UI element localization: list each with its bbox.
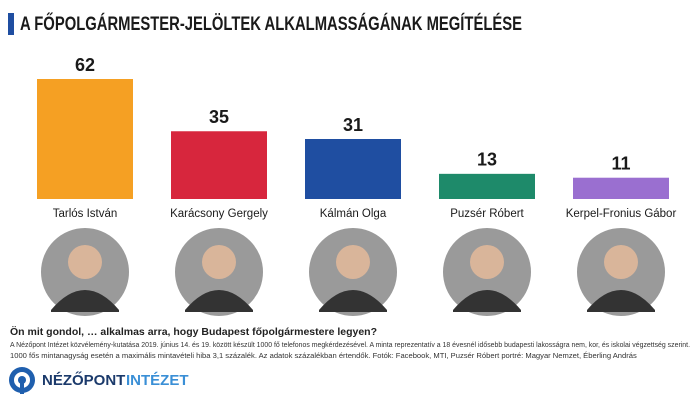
category-label: Kerpel-Fronius Gábor	[566, 208, 677, 220]
category-label: Tarlós István	[53, 208, 118, 220]
category-label: Kálmán Olga	[320, 208, 387, 220]
portrait-head	[68, 245, 102, 279]
bar	[37, 79, 133, 199]
value-label: 11	[611, 153, 630, 173]
value-label: 31	[343, 115, 363, 135]
title-accent	[8, 13, 14, 35]
value-label: 62	[75, 55, 95, 75]
bar	[305, 139, 401, 199]
question: Ön mit gondol, … alkalmas arra, hogy Bud…	[10, 325, 377, 338]
note: 1000 fős mintanagyság esetén a maximális…	[10, 351, 637, 360]
value-label: 35	[209, 107, 229, 127]
portrait-body	[453, 290, 521, 312]
logo-text: NÉZŐPONT	[42, 371, 125, 389]
chart-title: A FŐPOLGÁRMESTER-JELÖLTEK ALKALMASSÁGÁNA…	[20, 13, 522, 35]
bar	[439, 173, 535, 199]
category-label: Puzsér Róbert	[450, 208, 524, 220]
portrait-body	[319, 290, 387, 312]
logo-text: INTÉZET	[126, 372, 189, 389]
bar	[573, 177, 669, 199]
category-label: Karácsony Gergely	[170, 208, 268, 220]
portrait-body	[587, 290, 655, 312]
logo-icon	[9, 367, 35, 394]
bar	[171, 131, 267, 199]
portrait-head	[470, 245, 504, 279]
portrait-body	[51, 290, 119, 312]
note: A Nézőpont Intézet közvélemény-kutatása …	[10, 340, 690, 349]
portrait-head	[336, 245, 370, 279]
portrait-head	[604, 245, 638, 279]
portrait-body	[185, 290, 253, 312]
value-label: 13	[477, 150, 497, 170]
portrait-head	[202, 245, 236, 279]
